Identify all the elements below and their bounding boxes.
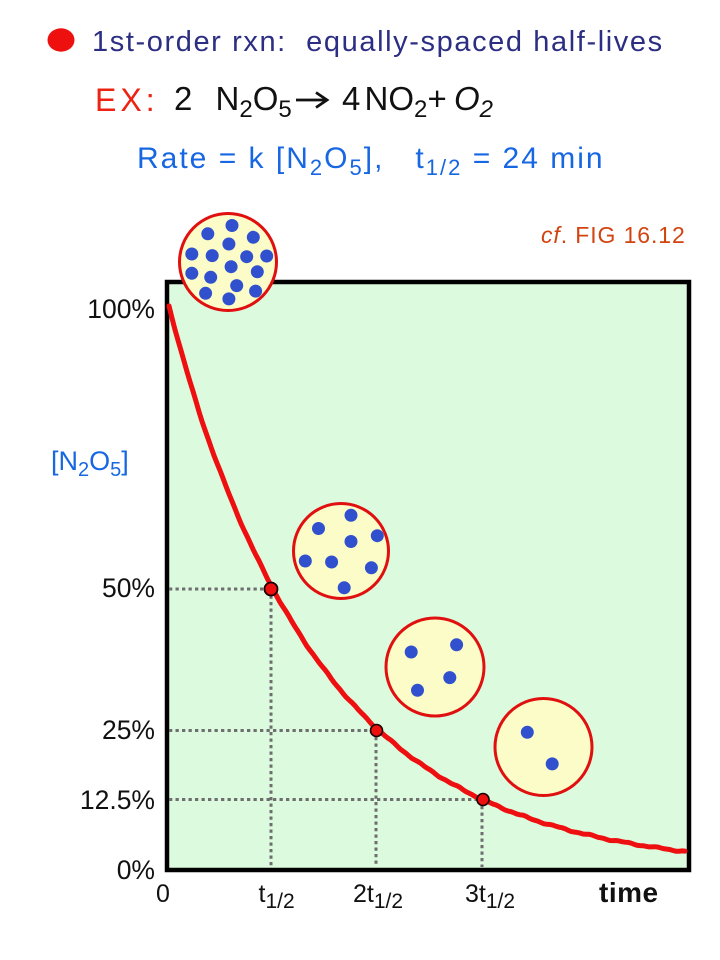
svg-text:50%: 50% bbox=[102, 573, 155, 603]
svg-text:time: time bbox=[599, 877, 659, 908]
svg-text:Rate = k [N2O5], t1/2 = 24 m: Rate = k [N2O5], t1/2 = 24 min bbox=[137, 142, 605, 180]
svg-text:+: + bbox=[428, 80, 447, 117]
svg-text:0%: 0% bbox=[117, 855, 155, 885]
svg-text:1st-order rxn: equally-spaced: 1st-order rxn: equally-spaced half-lives bbox=[92, 26, 664, 58]
svg-text:3t1/2: 3t1/2 bbox=[465, 880, 515, 913]
svg-text:O2: O2 bbox=[454, 80, 493, 123]
svg-text:0: 0 bbox=[156, 880, 170, 908]
svg-text:t1/2: t1/2 bbox=[259, 880, 295, 913]
svg-text:2: 2 bbox=[174, 80, 192, 117]
svg-text:N2O5: N2O5 bbox=[216, 80, 292, 123]
svg-text:12.5%: 12.5% bbox=[80, 785, 155, 815]
svg-text:[N2O5]: [N2O5] bbox=[51, 446, 129, 481]
svg-text:4: 4 bbox=[342, 80, 360, 117]
svg-text:100%: 100% bbox=[87, 294, 155, 324]
svg-text:2t1/2: 2t1/2 bbox=[353, 880, 403, 913]
svg-text:25%: 25% bbox=[102, 715, 155, 745]
svg-text:EX:: EX: bbox=[95, 82, 159, 118]
svg-text:cf. FIG 16.12: cf. FIG 16.12 bbox=[541, 222, 686, 248]
svg-text:NO2: NO2 bbox=[365, 80, 428, 123]
